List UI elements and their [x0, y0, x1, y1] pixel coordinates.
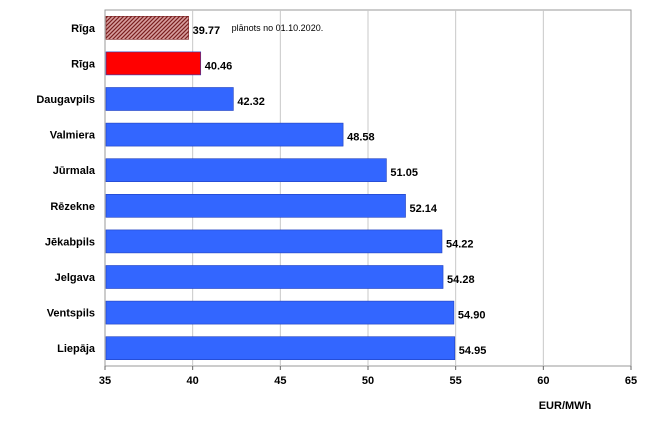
category-label: Liepāja — [57, 343, 96, 355]
value-label: 40.46 — [205, 60, 233, 72]
bar — [105, 336, 456, 361]
bar — [105, 87, 234, 111]
category-label: Jēkabpils — [45, 236, 95, 248]
bar — [105, 300, 455, 325]
x-tick-label: 65 — [625, 375, 637, 387]
category-label: Valmiera — [50, 130, 96, 142]
category-label: Daugavpils — [36, 94, 95, 106]
bars: Rīga 39.77 plānots no 01.10.2020. Rīga 40.46… — [36, 15, 487, 361]
x-axis: 35 40 45 50 55 60 65 — [99, 366, 637, 387]
value-label: 51.05 — [390, 167, 418, 179]
x-tick-label: 45 — [274, 375, 286, 387]
x-axis-label: EUR/MWh — [539, 400, 592, 412]
category-label: Rīga — [71, 23, 96, 35]
value-label: 54.95 — [459, 345, 487, 357]
value-label: 52.14 — [410, 203, 438, 215]
bar — [105, 194, 406, 218]
bar — [105, 15, 189, 40]
bar — [105, 229, 443, 254]
value-label: 54.22 — [446, 238, 474, 250]
category-label: Rīga — [71, 58, 96, 70]
x-tick-label: 50 — [362, 375, 374, 387]
value-label: 42.32 — [237, 96, 265, 108]
annotation: plānots no 01.10.2020. — [232, 23, 324, 33]
bar — [105, 265, 444, 289]
category-label: Jelgava — [55, 272, 96, 284]
x-tick-label: 35 — [99, 375, 111, 387]
category-label: Rēzekne — [50, 201, 95, 213]
category-label: Ventspils — [47, 308, 95, 320]
category-label: Jūrmala — [53, 165, 96, 177]
value-label: 54.90 — [458, 310, 486, 322]
x-tick-label: 55 — [450, 375, 462, 387]
value-label: 54.28 — [447, 274, 475, 286]
bar — [105, 122, 344, 147]
value-label: 48.58 — [347, 132, 375, 144]
bar — [105, 51, 202, 76]
x-tick-label: 60 — [537, 375, 549, 387]
value-label: 39.77 — [193, 25, 221, 37]
bar — [105, 158, 387, 182]
x-tick-label: 40 — [187, 375, 199, 387]
